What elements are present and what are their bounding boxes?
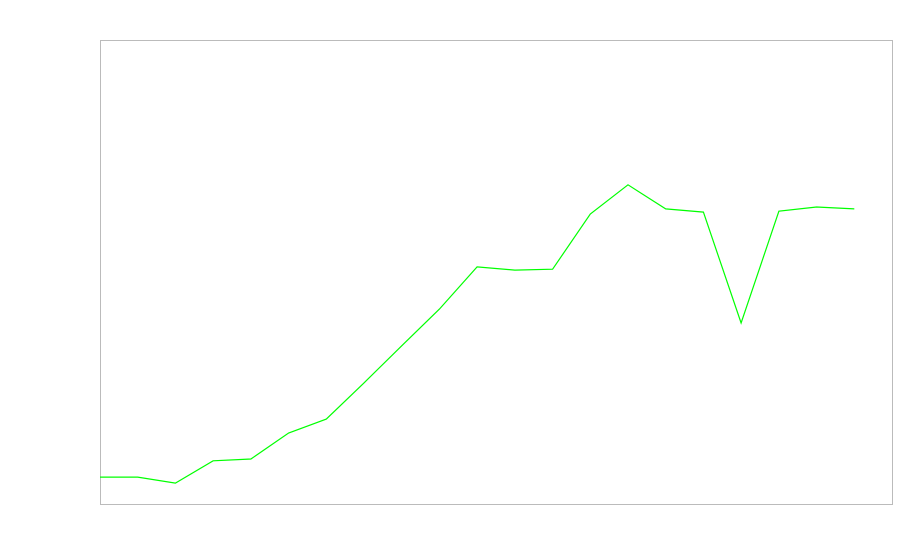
series-layer	[100, 184, 855, 484]
plot-frame	[100, 40, 893, 505]
series-line-0	[100, 184, 855, 484]
